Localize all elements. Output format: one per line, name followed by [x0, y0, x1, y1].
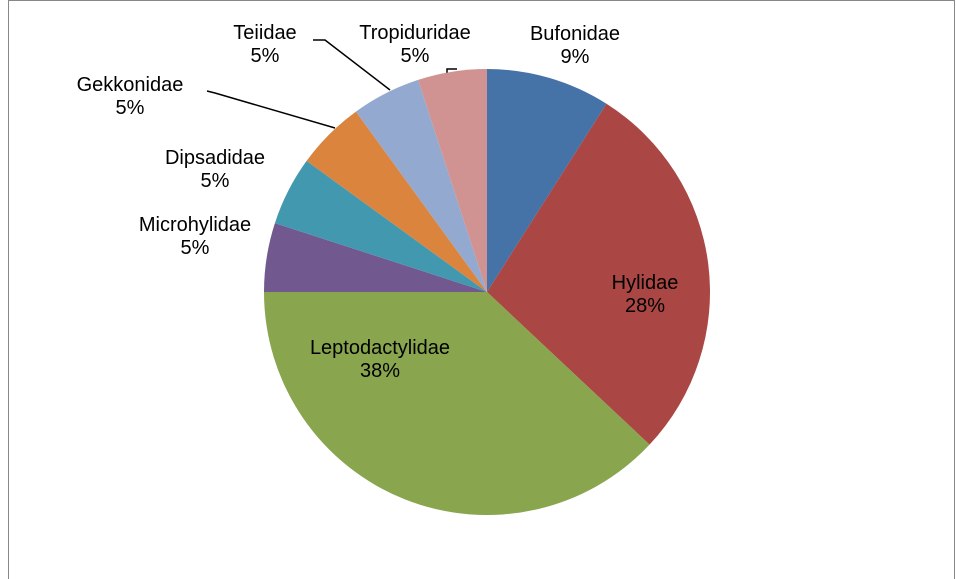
chart-frame — [8, 0, 955, 579]
pie-slice — [264, 292, 650, 516]
slice-label: Gekkonidae 5% — [77, 74, 184, 120]
slice-label: Microhylidae 5% — [139, 214, 251, 260]
value-label: 5% — [250, 45, 280, 67]
value-label: 38% — [359, 360, 401, 382]
pie-slice — [264, 223, 487, 292]
slice-label: Dipsadidae 5% — [165, 147, 265, 193]
category-label: Hylidae — [611, 272, 679, 294]
slice-label: Tropiduridae 5% — [359, 22, 471, 68]
pie-slice — [274, 160, 487, 292]
category-label: Teiidae — [233, 22, 297, 44]
slice-label: Leptodactylidae 38% — [309, 337, 451, 383]
category-label: Bufonidae — [529, 23, 621, 45]
value-label: 5% — [180, 237, 210, 259]
leader-line — [206, 90, 336, 129]
value-label: 9% — [560, 46, 590, 68]
pie-slice — [306, 111, 487, 293]
value-label: 5% — [200, 170, 230, 192]
value-label: 28% — [624, 295, 666, 317]
pie-slice — [487, 69, 607, 292]
leader-line — [446, 68, 457, 74]
slice-label: Hylidae 28% — [612, 272, 679, 318]
value-label: 5% — [400, 45, 430, 67]
category-label: Leptodactylidae — [309, 337, 451, 359]
slice-label: Bufonidae 9% — [530, 23, 620, 69]
category-label: Microhylidae — [138, 214, 252, 236]
category-label: Dipsadidae — [164, 147, 266, 169]
pie-slice — [487, 103, 711, 445]
slice-label: Teiidae 5% — [233, 22, 296, 68]
pie-slice — [355, 79, 487, 292]
value-label: 5% — [115, 97, 145, 119]
category-label: Gekkonidae — [76, 74, 184, 96]
leader-line — [313, 39, 391, 91]
pie-slice — [418, 69, 487, 292]
category-label: Tropiduridae — [359, 22, 471, 44]
